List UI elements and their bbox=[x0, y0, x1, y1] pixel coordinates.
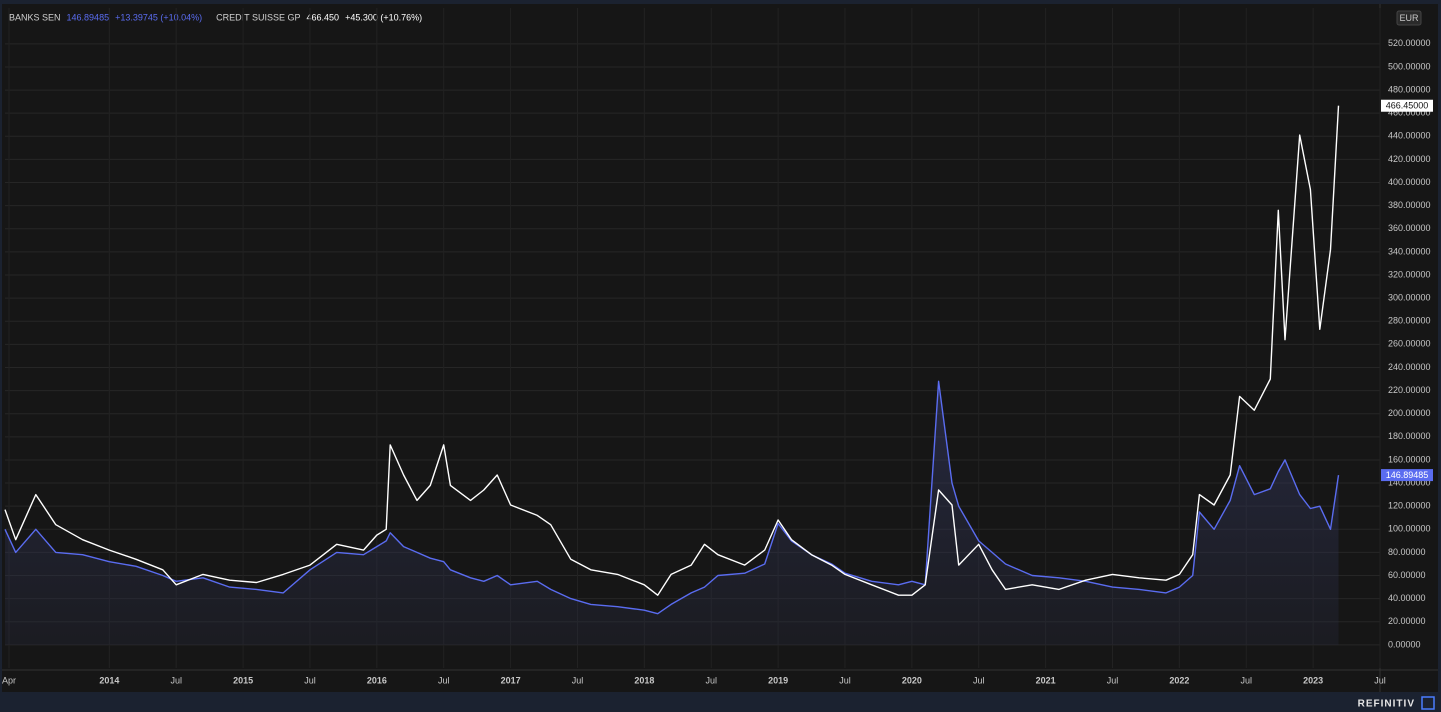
legend-value: +13.39745 (+10.04%) bbox=[115, 12, 202, 22]
last-value-label: 146.89485 bbox=[1386, 470, 1429, 480]
last-value-label: 466.45000 bbox=[1386, 101, 1429, 111]
y-tick-label: 360.00000 bbox=[1388, 223, 1431, 233]
y-tick-label: 200.00000 bbox=[1388, 408, 1431, 418]
line bbox=[4, 105, 1340, 596]
y-tick-label: 320.00000 bbox=[1388, 269, 1431, 279]
y-tick-label: 420.00000 bbox=[1388, 154, 1431, 164]
legend-value: +45.300 (+10.76%) bbox=[345, 12, 422, 22]
x-tick-label: Jul bbox=[1374, 675, 1386, 685]
x-tick-label: 2018 bbox=[634, 675, 654, 685]
legend-name: BANKS SEN bbox=[9, 12, 61, 22]
y-tick-label: 0.00000 bbox=[1388, 639, 1421, 649]
y-tick-label: 100.00000 bbox=[1388, 524, 1431, 534]
x-tick-label: 2015 bbox=[233, 675, 253, 685]
y-tick-label: 120.00000 bbox=[1388, 501, 1431, 511]
x-tick-label: Jul bbox=[304, 675, 316, 685]
x-tick-label: 2023 bbox=[1303, 675, 1323, 685]
y-tick-label: 340.00000 bbox=[1388, 246, 1431, 256]
x-tick-label: Jul bbox=[170, 675, 182, 685]
x-tick-label: 2021 bbox=[1036, 675, 1056, 685]
y-tick-label: 60.00000 bbox=[1388, 570, 1426, 580]
header: BANKS SEN 146.89485 +13.39745 (+10.04%) CRE… bbox=[9, 12, 422, 22]
y-tick-label: 140.00000 bbox=[1388, 477, 1431, 487]
x-tick-label: Jul bbox=[1107, 675, 1119, 685]
y-tick-label: 500.00000 bbox=[1388, 61, 1431, 71]
y-tick-label: 460.00000 bbox=[1388, 108, 1431, 118]
x-tick-label: 2016 bbox=[367, 675, 387, 685]
x-tick-label: Jul bbox=[839, 675, 851, 685]
x-tick-label: 2022 bbox=[1169, 675, 1189, 685]
source-label: REFINITIV bbox=[1358, 699, 1415, 710]
line bbox=[4, 380, 1340, 615]
x-tick-label: 2014 bbox=[99, 675, 119, 685]
y-tick-label: 280.00000 bbox=[1388, 316, 1431, 326]
legend-name: CREDIT SUISSE GP bbox=[216, 12, 300, 22]
y-tick-label: 260.00000 bbox=[1388, 339, 1431, 349]
x-tick-label: Jul bbox=[705, 675, 717, 685]
x-tick-label: 2019 bbox=[768, 675, 788, 685]
y-tick-label: 80.00000 bbox=[1388, 547, 1426, 557]
y-tick-label: 400.00000 bbox=[1388, 177, 1431, 187]
last-value-badge bbox=[1381, 99, 1433, 112]
y-tick-label: 40.00000 bbox=[1388, 593, 1426, 603]
currency-label: EUR bbox=[1399, 13, 1419, 23]
y-tick-label: 380.00000 bbox=[1388, 200, 1431, 210]
x-tick-label: Apr bbox=[2, 675, 16, 685]
y-tick-label: 20.00000 bbox=[1388, 616, 1426, 626]
y-tick-label: 220.00000 bbox=[1388, 385, 1431, 395]
x-tick-label: Jul bbox=[973, 675, 985, 685]
x-tick-label: Jul bbox=[572, 675, 584, 685]
y-tick-label: 240.00000 bbox=[1388, 362, 1431, 372]
y-tick-label: 160.00000 bbox=[1388, 454, 1431, 464]
x-tick-label: Jul bbox=[1240, 675, 1252, 685]
x-tick-label: 2020 bbox=[902, 675, 922, 685]
y-tick-label: 300.00000 bbox=[1388, 292, 1431, 302]
y-tick-label: 480.00000 bbox=[1388, 84, 1431, 94]
x-tick-label: 2017 bbox=[501, 675, 521, 685]
y-tick-label: 520.00000 bbox=[1388, 38, 1431, 48]
legend-value: 146.89485 bbox=[67, 12, 110, 22]
source-logo bbox=[1421, 696, 1435, 710]
area bbox=[5, 381, 1339, 645]
legend-value: 466.450 bbox=[307, 12, 340, 22]
y-tick-label: 440.00000 bbox=[1388, 131, 1431, 141]
y-tick-label: 180.00000 bbox=[1388, 431, 1431, 441]
x-tick-label: Jul bbox=[438, 675, 450, 685]
currency-box[interactable] bbox=[1396, 10, 1422, 26]
last-value-badge bbox=[1381, 469, 1433, 482]
